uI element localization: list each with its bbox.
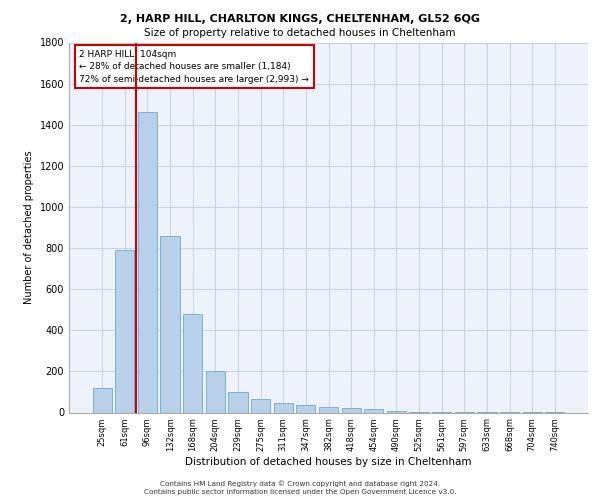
Bar: [229, 392, 248, 412]
Bar: [387, 411, 406, 412]
Bar: [319, 408, 338, 412]
Y-axis label: Number of detached properties: Number of detached properties: [24, 150, 34, 304]
Text: Contains HM Land Registry data © Crown copyright and database right 2024.: Contains HM Land Registry data © Crown c…: [160, 480, 440, 487]
X-axis label: Distribution of detached houses by size in Cheltenham: Distribution of detached houses by size …: [185, 457, 472, 467]
Bar: [341, 408, 361, 412]
Bar: [296, 406, 316, 412]
Bar: [274, 403, 293, 412]
Text: Contains public sector information licensed under the Open Government Licence v3: Contains public sector information licen…: [144, 489, 456, 495]
Bar: [92, 388, 112, 412]
Text: Size of property relative to detached houses in Cheltenham: Size of property relative to detached ho…: [144, 28, 456, 38]
Bar: [206, 372, 225, 412]
Bar: [160, 236, 180, 412]
Text: 2 HARP HILL: 104sqm
← 28% of detached houses are smaller (1,184)
72% of semi-det: 2 HARP HILL: 104sqm ← 28% of detached ho…: [79, 50, 309, 84]
Bar: [115, 250, 134, 412]
Bar: [138, 112, 157, 412]
Bar: [183, 314, 202, 412]
Bar: [251, 399, 270, 412]
Text: 2, HARP HILL, CHARLTON KINGS, CHELTENHAM, GL52 6QG: 2, HARP HILL, CHARLTON KINGS, CHELTENHAM…: [120, 14, 480, 24]
Bar: [364, 409, 383, 412]
